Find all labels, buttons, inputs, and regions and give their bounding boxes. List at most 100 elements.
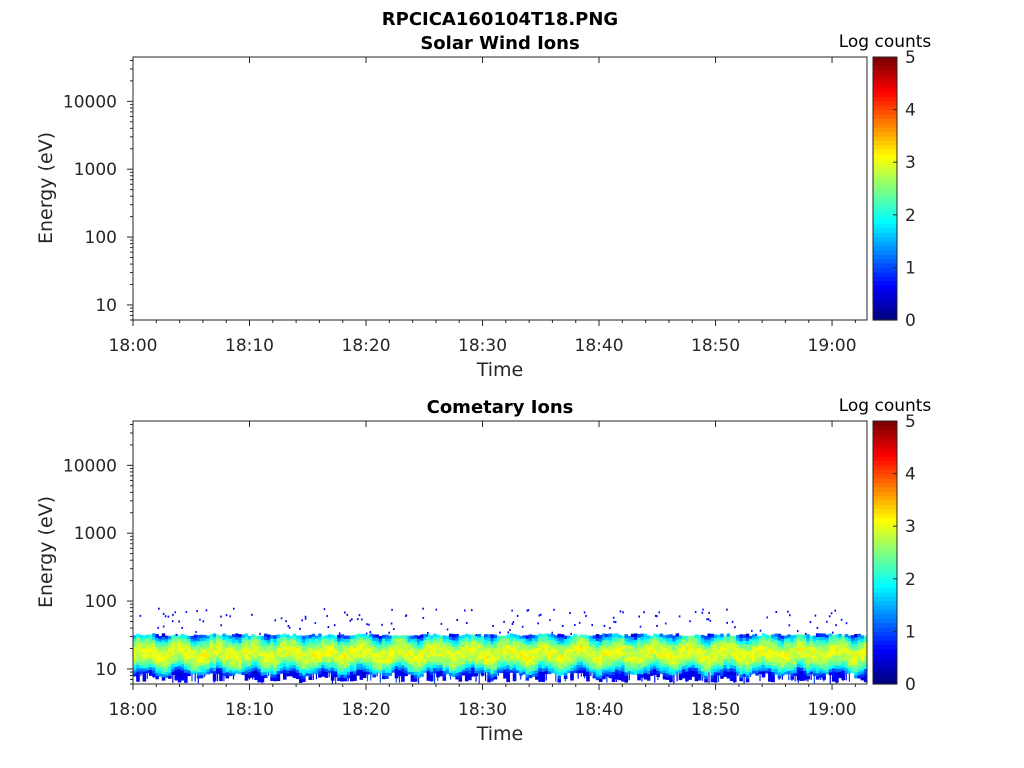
heatmap-cell [155, 643, 159, 648]
heatmap-cell [209, 661, 214, 666]
heatmap-area [133, 607, 868, 684]
heatmap-cell [337, 664, 341, 668]
heatmap-cell [672, 644, 676, 648]
heatmap-cell [515, 659, 520, 663]
heatmap-cell [503, 647, 507, 652]
heatmap-cell [847, 670, 852, 674]
heatmap-cell [292, 646, 297, 650]
heatmap-cell [343, 651, 348, 656]
heatmap-cell [452, 673, 456, 678]
heatmap-cell [525, 673, 530, 678]
heatmap-cell [522, 665, 526, 669]
heatmap-cell [828, 639, 833, 643]
heatmap-cell [455, 656, 459, 661]
heatmap-cell [413, 648, 418, 652]
sparse-count [656, 615, 658, 618]
heatmap-cell [365, 660, 370, 664]
heatmap-cell [755, 638, 759, 642]
heatmap-cell [675, 644, 680, 648]
heatmap-cell [627, 659, 632, 664]
colorbar-segment [873, 587, 897, 593]
heatmap-cell [598, 644, 603, 649]
heatmap-cell [231, 672, 236, 676]
heatmap-cell [292, 649, 297, 653]
heatmap-cell [219, 648, 223, 652]
sparse-count [366, 623, 368, 626]
heatmap-cell [452, 652, 456, 656]
heatmap-cell [640, 633, 645, 638]
heatmap-cell [643, 659, 648, 664]
x-tick-label: 18:00 [109, 700, 158, 720]
heatmap-cell [372, 634, 376, 638]
heatmap-cell [206, 638, 210, 642]
heatmap-cell [139, 668, 143, 672]
heatmap-cell [158, 664, 163, 669]
heatmap-cell [777, 640, 782, 644]
heatmap-cell [254, 667, 258, 671]
heatmap-cell [295, 675, 300, 680]
heatmap-cell [822, 669, 826, 674]
heatmap-cell [142, 638, 147, 643]
heatmap-cell [752, 656, 756, 660]
sparse-count [323, 608, 326, 611]
heatmap-cell [155, 662, 159, 667]
colorbar-segment [873, 605, 897, 611]
sparse-count [826, 620, 828, 623]
heatmap-cell [726, 639, 731, 644]
heatmap-cell [180, 633, 185, 638]
heatmap-cell [701, 667, 705, 672]
sparse-count [639, 625, 642, 628]
heatmap-cell [582, 667, 587, 671]
heatmap-cell [225, 641, 230, 645]
heatmap-cell [394, 647, 399, 651]
heatmap-cell [267, 639, 271, 644]
heatmap-cell [343, 661, 348, 666]
heatmap-cell [841, 676, 846, 681]
heatmap-cell [158, 656, 163, 660]
heatmap-cell [688, 657, 692, 662]
heatmap-cell [774, 653, 779, 658]
heatmap-cell [318, 667, 322, 672]
heatmap-cell [164, 635, 169, 640]
heatmap-cell [295, 638, 300, 643]
heatmap-cell [835, 668, 839, 673]
heatmap-cell [560, 645, 565, 650]
heatmap-cell [273, 674, 278, 678]
heatmap-cell [819, 670, 823, 675]
heatmap-cell [477, 645, 482, 649]
heatmap-cell [573, 647, 577, 651]
heatmap-cell [397, 667, 402, 671]
heatmap-cell [771, 671, 775, 676]
heatmap-cell [487, 644, 491, 649]
heatmap-cell [448, 654, 453, 658]
heatmap-cell [860, 673, 865, 678]
colorbar-segment [873, 227, 897, 233]
heatmap-cell [477, 642, 482, 646]
heatmap-cell [244, 676, 249, 681]
heatmap-cell [688, 642, 692, 646]
heatmap-cell [768, 668, 772, 672]
heatmap-cell [410, 678, 415, 682]
heatmap-cell [177, 648, 182, 653]
heatmap-cell [324, 674, 329, 678]
heatmap-cell [598, 638, 603, 643]
heatmap-cell [490, 663, 495, 668]
heatmap-cell [586, 641, 590, 646]
heatmap-cell [228, 658, 233, 662]
heatmap-cell [742, 646, 747, 650]
heatmap-cell [602, 633, 606, 638]
heatmap-cell [621, 677, 625, 682]
heatmap-cell [385, 662, 389, 667]
heatmap-cell [863, 658, 868, 663]
heatmap-cell [796, 667, 801, 671]
heatmap-cell [353, 674, 357, 678]
heatmap-cell [851, 637, 855, 641]
heatmap-cell [145, 642, 150, 646]
heatmap-cell [372, 649, 376, 654]
sparse-count [521, 625, 524, 628]
heatmap-cell [477, 664, 482, 669]
heatmap-cell [602, 659, 606, 664]
heatmap-cell [305, 646, 309, 651]
heatmap-cell [576, 656, 581, 660]
heatmap-cell [627, 638, 632, 642]
